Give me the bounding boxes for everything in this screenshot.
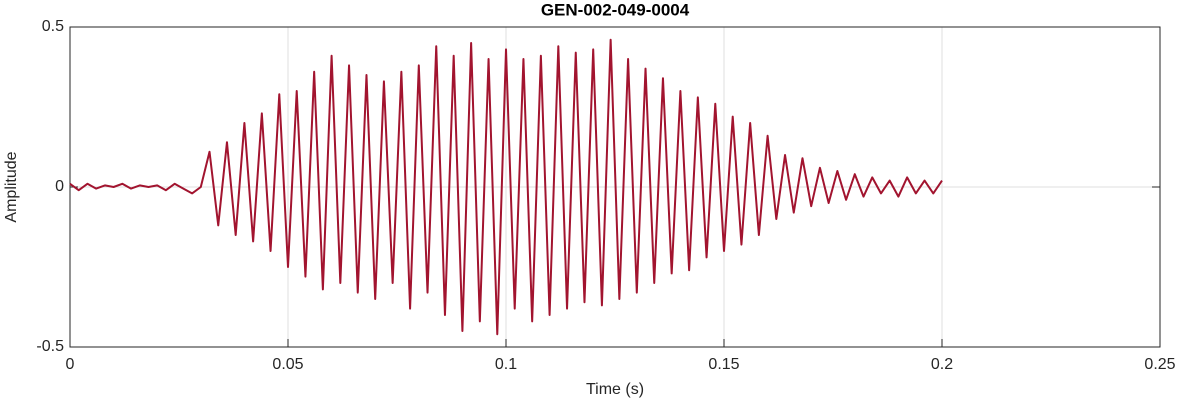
x-tick-label: 0.05 bbox=[272, 356, 303, 373]
x-tick-label: 0.15 bbox=[708, 356, 739, 373]
x-axis-label: Time (s) bbox=[586, 381, 644, 398]
signal-line bbox=[69, 38, 943, 336]
x-tick-label: 0.2 bbox=[931, 356, 953, 373]
x-tick-label: 0.1 bbox=[495, 356, 517, 373]
chart-title: GEN-002-049-0004 bbox=[541, 0, 690, 19]
y-tick-label: 0 bbox=[55, 178, 64, 195]
x-tick-label: 0 bbox=[66, 356, 75, 373]
y-tick-label: 0.5 bbox=[42, 18, 64, 35]
y-tick-label: -0.5 bbox=[36, 338, 64, 355]
plot-frame bbox=[69, 26, 1161, 348]
x-tick-label: 0.25 bbox=[1144, 356, 1175, 373]
y-axis-label: Amplitude bbox=[3, 151, 20, 222]
